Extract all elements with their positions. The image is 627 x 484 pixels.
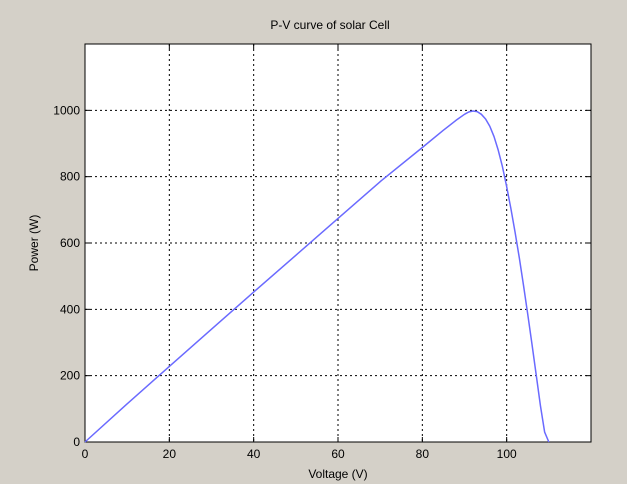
- y-tick-label: 0: [73, 435, 80, 449]
- y-tick-label: 400: [60, 302, 80, 316]
- x-tick-label: 20: [163, 447, 177, 461]
- y-axis-label: Power (W): [27, 215, 41, 272]
- x-tick-label: 100: [497, 447, 517, 461]
- y-tick-label: 600: [60, 236, 80, 250]
- x-tick-label: 60: [331, 447, 345, 461]
- y-tick-label: 800: [60, 170, 80, 184]
- x-axis-label: Voltage (V): [308, 467, 367, 481]
- x-tick-label: 0: [82, 447, 89, 461]
- series-layer: [84, 110, 550, 443]
- y-tick-label: 200: [60, 369, 80, 383]
- chart-title: P-V curve of solar Cell: [270, 18, 389, 32]
- grid-lines: [85, 44, 591, 442]
- x-tick-label: 40: [247, 447, 261, 461]
- y-tick-label: 1000: [53, 103, 80, 117]
- series-line-pv-curve: [84, 110, 550, 443]
- x-tick-label: 80: [416, 447, 430, 461]
